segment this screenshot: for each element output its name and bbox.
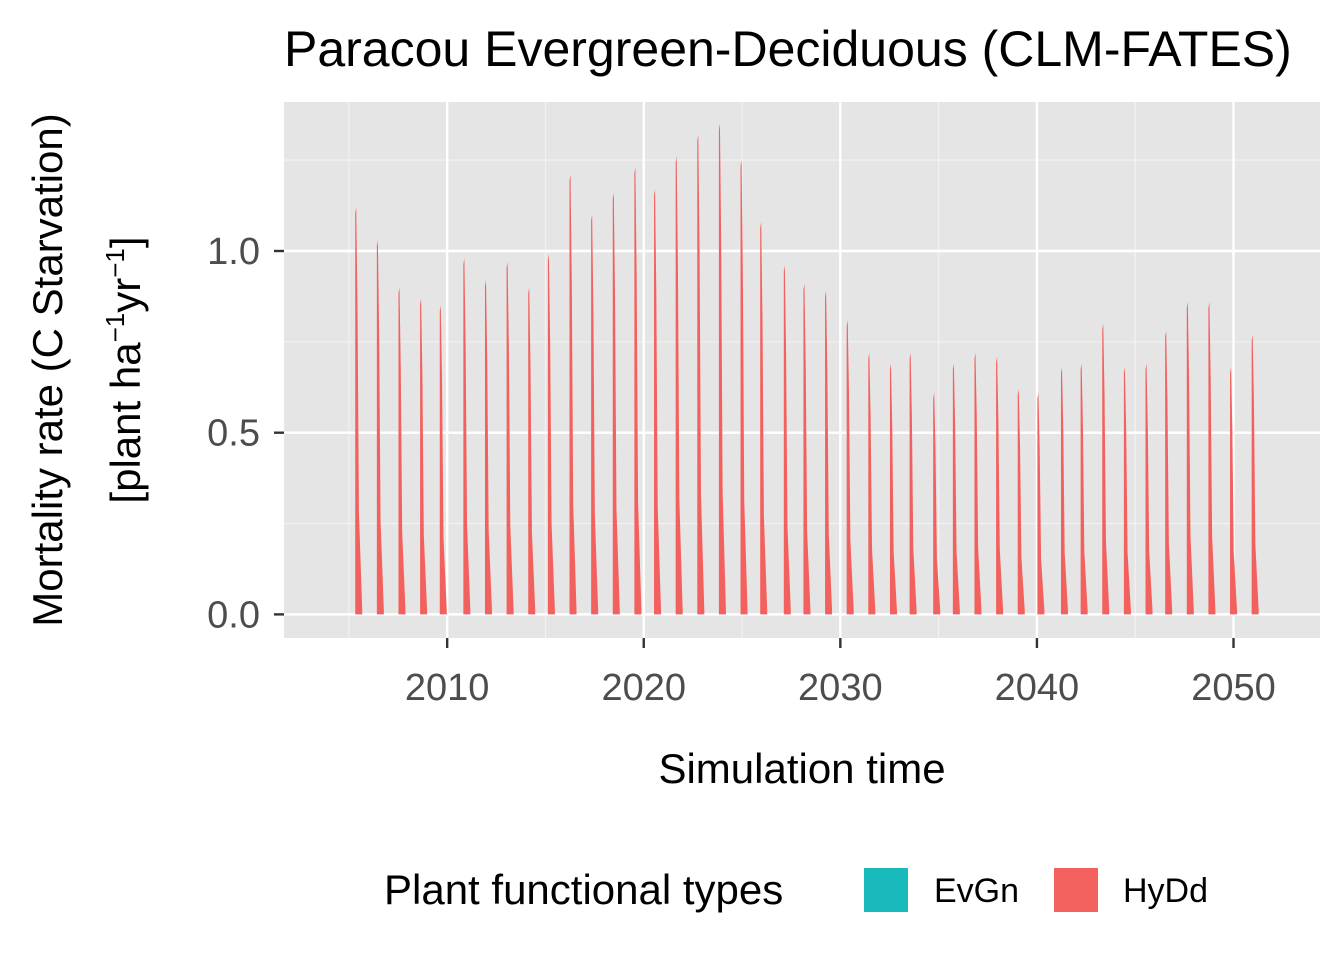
x-tick-label: 2040 (995, 667, 1080, 709)
x-axis: 2010 2020 2030 2040 2050 (405, 638, 1276, 709)
data-spike (439, 305, 447, 615)
y-axis: 0.0 0.5 1.0 (207, 231, 284, 636)
data-spike (591, 214, 599, 615)
data-spike (909, 352, 917, 615)
legend-label-evgn: EvGn (934, 872, 1019, 910)
data-spike (1186, 301, 1194, 615)
y-axis-title-line1: Mortality rate (C Starvation) (24, 113, 71, 626)
data-spike (1102, 323, 1110, 615)
data-spike (484, 280, 492, 615)
data-spike (1208, 301, 1216, 615)
data-spike (547, 254, 555, 615)
y-axis-unit-mid: yr (102, 278, 149, 313)
data-spike (675, 156, 683, 615)
data-spike (803, 283, 811, 615)
x-tick-label: 2030 (798, 667, 883, 709)
legend-swatch-hydd (1054, 868, 1098, 912)
data-spike (783, 265, 791, 615)
data-spike (569, 174, 577, 615)
y-axis-unit-text: [plant ha (102, 342, 149, 504)
data-spike (1123, 367, 1131, 615)
data-spike (1230, 367, 1238, 615)
data-spike (740, 160, 748, 615)
data-spike (1037, 392, 1045, 615)
data-spike (1060, 367, 1068, 615)
data-spike (868, 352, 876, 615)
x-tick-label: 2050 (1191, 667, 1276, 709)
data-spike (825, 290, 833, 615)
data-spike (697, 134, 705, 615)
data-spike (760, 221, 768, 615)
y-tick-label: 0.0 (207, 594, 260, 636)
data-spike (889, 363, 897, 615)
data-spike (355, 207, 363, 615)
data-spike (506, 261, 514, 615)
data-spike (654, 189, 662, 615)
y-tick-label: 1.0 (207, 231, 260, 273)
data-spike (1080, 363, 1088, 615)
data-spike (528, 287, 536, 615)
x-tick-label: 2020 (601, 667, 686, 709)
data-spike (612, 192, 620, 615)
y-axis-unit-exp2: −1 (100, 248, 130, 278)
data-spike (933, 392, 941, 615)
grid-minor (284, 102, 1320, 638)
x-axis-title: Simulation time (658, 745, 945, 792)
y-axis-unit-exp1: −1 (100, 313, 130, 343)
data-spike (376, 240, 384, 615)
data-spike (463, 258, 471, 615)
y-axis-unit-end: ] (102, 236, 149, 248)
data-spike (952, 363, 960, 615)
legend-title: Plant functional types (384, 866, 783, 913)
chart-title: Paracou Evergreen-Deciduous (CLM-FATES) (284, 21, 1292, 77)
legend: Plant functional types EvGn HyDd (384, 866, 1208, 913)
data-spike (634, 167, 642, 615)
series-layer (355, 123, 1259, 615)
x-tick-label: 2010 (405, 667, 490, 709)
plot-panel (284, 102, 1320, 638)
legend-label-hydd: HyDd (1123, 872, 1208, 910)
legend-swatch-evgn (864, 868, 908, 912)
data-spike (846, 320, 854, 615)
data-spike (420, 298, 428, 615)
data-spike (974, 352, 982, 615)
data-spike (1017, 389, 1025, 615)
data-spike (996, 356, 1004, 615)
data-spike (1145, 363, 1153, 615)
data-spike (398, 287, 406, 615)
y-tick-label: 0.5 (207, 413, 260, 455)
data-spike (1251, 334, 1259, 615)
y-axis-title-line2: [plant ha−1yr−1] (100, 236, 149, 503)
data-spike (718, 123, 726, 615)
data-spike (1165, 330, 1173, 615)
